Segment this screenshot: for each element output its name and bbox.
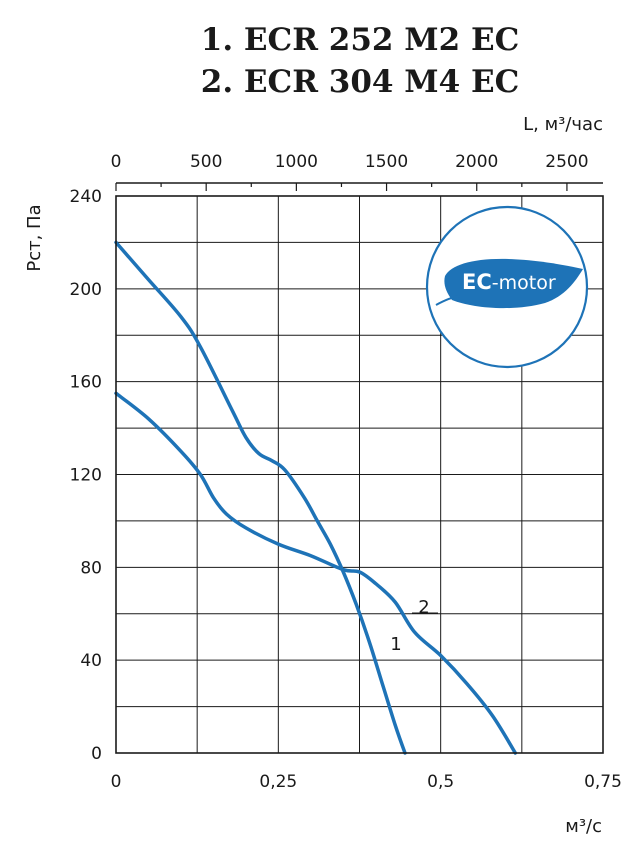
- x-axis-label: м³/с: [565, 816, 602, 837]
- x2-axis-label: L, м³/час: [523, 114, 603, 135]
- plot-frame: [115, 195, 604, 754]
- series-1-label: 1: [390, 634, 401, 655]
- x2-tick-label: 0: [111, 152, 122, 172]
- badge-label: EC-motor: [462, 270, 556, 294]
- series-2-line: [114, 391, 518, 755]
- tick-labels: 0 40 80 120 160 200 240 0 0,25 0,5 0,75 0 500 1000 150…: [70, 152, 622, 792]
- x2-tick-label: 1000: [275, 152, 318, 172]
- y-tick-label: 40: [80, 651, 102, 671]
- series-1-line: [114, 240, 407, 755]
- y-tick-label: 120: [70, 466, 102, 486]
- y-tick-label: 80: [80, 558, 102, 578]
- y-tick-label: 240: [70, 187, 102, 207]
- y-tick-label: 200: [70, 280, 102, 300]
- x2-tick-label: 500: [190, 152, 222, 172]
- x-tick-label: 0,25: [259, 772, 297, 792]
- x-tick-label: 0,5: [427, 772, 454, 792]
- y-axis-label: Рст, Па: [24, 204, 45, 271]
- grid: [116, 196, 603, 753]
- curves: 12: [114, 240, 518, 755]
- x2-tick-label: 2000: [455, 152, 498, 172]
- x-tick-label: 0: [111, 772, 122, 792]
- x2-tick-label: 1500: [365, 152, 408, 172]
- x2-tick-marks: [115, 183, 568, 191]
- chart-title-line2: 2. ECR 304 M4 EC: [201, 64, 520, 100]
- leaf-stem-icon: [435, 295, 461, 306]
- series-2-label: 2: [418, 597, 429, 618]
- leaf-icon: [444, 258, 583, 309]
- y-tick-label: 0: [91, 744, 102, 764]
- chart-title-line1: 1. ECR 252 M2 EC: [201, 22, 520, 58]
- ec-motor-badge: EC-motor: [425, 205, 589, 369]
- x-tick-label: 0,75: [584, 772, 622, 792]
- x2-tick-label: 2500: [545, 152, 588, 172]
- y-tick-label: 160: [70, 373, 102, 393]
